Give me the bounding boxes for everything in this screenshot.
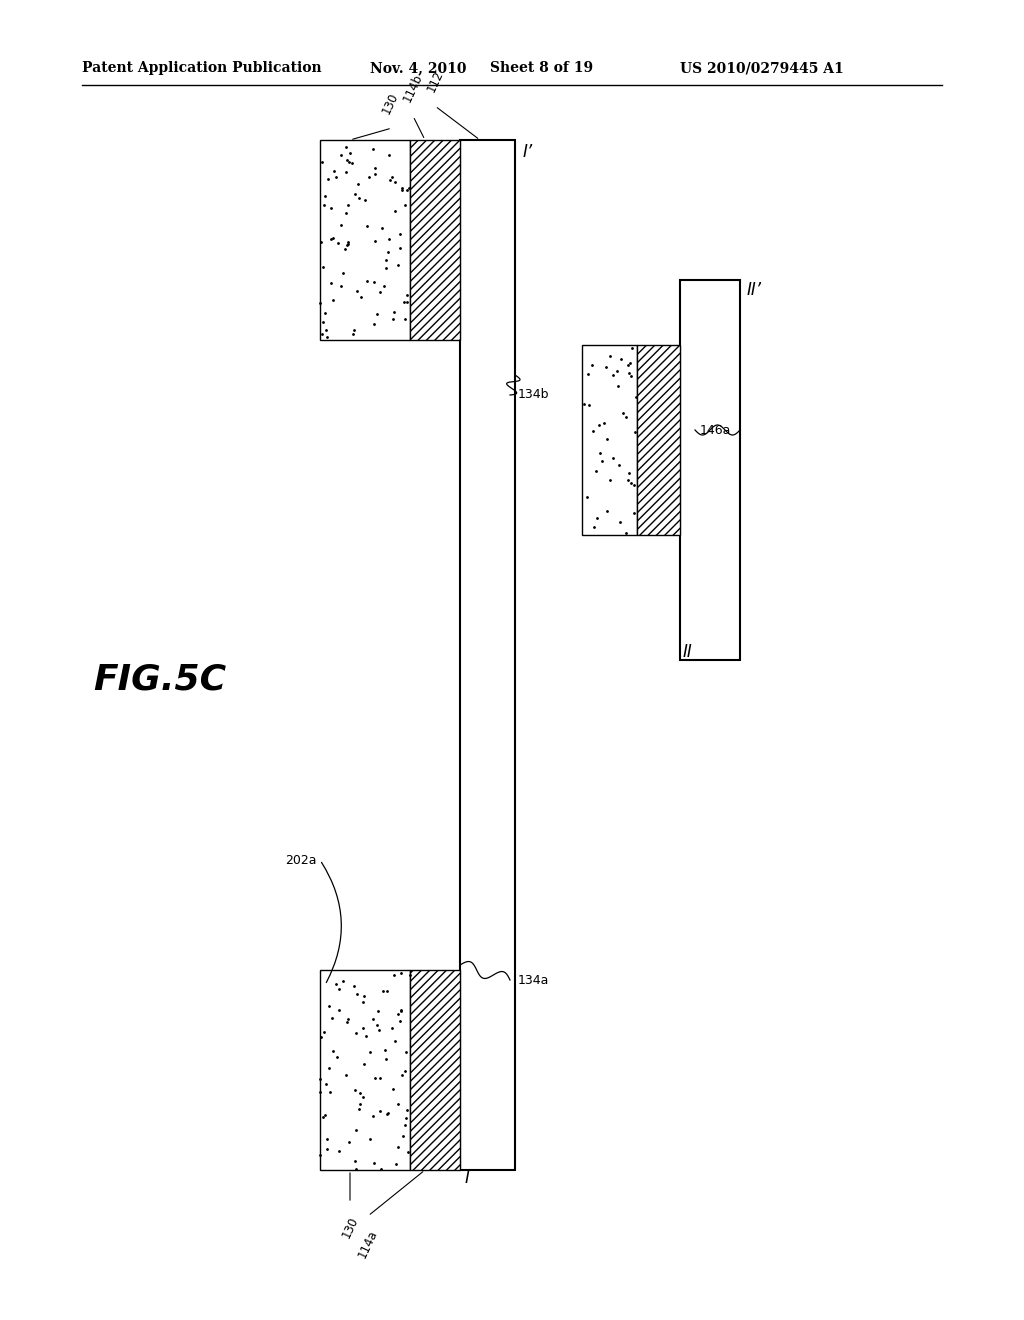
- Text: 112: 112: [424, 69, 445, 94]
- Text: Sheet 8 of 19: Sheet 8 of 19: [490, 61, 593, 75]
- Text: 146a: 146a: [700, 424, 731, 437]
- Bar: [410, 970, 460, 1170]
- Text: I: I: [465, 1170, 470, 1187]
- Bar: [680, 280, 740, 660]
- Text: 202a: 202a: [285, 854, 316, 866]
- Text: Patent Application Publication: Patent Application Publication: [82, 61, 322, 75]
- Bar: [460, 140, 515, 1170]
- Bar: [319, 970, 410, 1170]
- Text: 130: 130: [380, 90, 400, 116]
- Text: 134a: 134a: [518, 974, 549, 986]
- Bar: [637, 345, 680, 535]
- Bar: [582, 345, 637, 535]
- Bar: [319, 140, 410, 341]
- Text: II’: II’: [746, 281, 762, 300]
- Text: 134b: 134b: [518, 388, 550, 401]
- Text: US 2010/0279445 A1: US 2010/0279445 A1: [680, 61, 844, 75]
- Text: II: II: [683, 643, 693, 661]
- Bar: [410, 140, 460, 341]
- Text: 114a: 114a: [355, 1228, 380, 1261]
- Text: 114b: 114b: [400, 71, 425, 104]
- Text: 130: 130: [339, 1214, 360, 1241]
- Text: I’: I’: [523, 143, 534, 161]
- Text: FIG.5C: FIG.5C: [93, 663, 226, 697]
- Text: Nov. 4, 2010: Nov. 4, 2010: [370, 61, 467, 75]
